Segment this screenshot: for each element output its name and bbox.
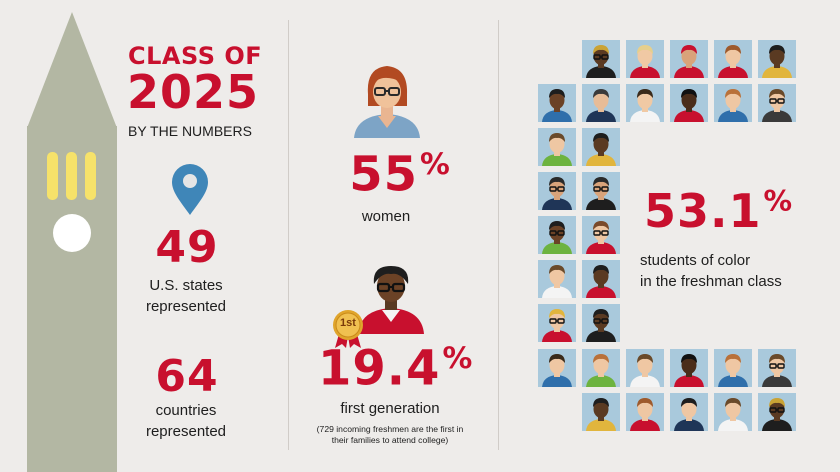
avatar-tile	[538, 349, 576, 387]
avatar-tile	[626, 40, 664, 78]
avatar-tile	[626, 393, 664, 431]
avatar-tile	[758, 84, 796, 122]
title-line-1: CLASS OF	[128, 42, 263, 70]
avatar-tile	[538, 128, 576, 166]
avatar-tile	[538, 84, 576, 122]
avatar-tile	[582, 128, 620, 166]
students-of-color-label: students of color in the freshman class	[640, 252, 782, 290]
avatar-tile	[758, 40, 796, 78]
states-value: 49	[155, 222, 219, 273]
avatar-tile	[758, 393, 796, 431]
avatar-tile	[582, 84, 620, 122]
avatar-tile	[582, 393, 620, 431]
avatar-tile	[582, 304, 620, 342]
bell-tower-illustration	[27, 12, 117, 472]
tower-window-2	[66, 152, 77, 200]
avatar-tile	[538, 216, 576, 254]
avatar-tile	[670, 40, 708, 78]
avatar-tile	[714, 84, 752, 122]
woman-icon	[354, 66, 420, 138]
avatar-tile	[670, 393, 708, 431]
avatar-tile	[582, 349, 620, 387]
badge-label: 1st	[340, 317, 356, 329]
avatar-tile	[714, 40, 752, 78]
women-label: women	[361, 208, 411, 225]
women-value: 55%	[349, 146, 451, 203]
first-gen-person-icon	[358, 266, 424, 334]
title-year: 2025	[127, 65, 260, 119]
firstgen-value: 19.4%	[318, 340, 474, 397]
tower-clock	[53, 214, 91, 252]
avatar-tile	[714, 393, 752, 431]
avatar-tile	[582, 260, 620, 298]
avatar-tile	[670, 349, 708, 387]
avatar-tile	[582, 172, 620, 210]
countries-value: 64	[155, 351, 219, 402]
tower-window-1	[47, 152, 58, 200]
countries-label: countries represented	[145, 402, 227, 440]
firstgen-label: first generation	[340, 400, 440, 417]
tower-window-3	[85, 152, 96, 200]
award-ribbon-icon: 1st	[330, 308, 366, 348]
avatar-tile	[758, 349, 796, 387]
avatar-tile	[538, 304, 576, 342]
avatar-tile	[670, 84, 708, 122]
firstgen-note: (729 incoming freshmen are the first in t…	[316, 424, 464, 445]
avatar-tile	[582, 216, 620, 254]
map-pin-icon	[172, 164, 208, 215]
divider-1	[288, 20, 289, 450]
avatar-tile	[538, 172, 576, 210]
title-subtitle: BY THE NUMBERS	[128, 123, 252, 139]
avatar-tile	[582, 40, 620, 78]
avatar-tile	[538, 260, 576, 298]
avatar-tile	[714, 349, 752, 387]
students-of-color-value: 53.1%	[644, 184, 794, 238]
avatar-tile	[626, 84, 664, 122]
tower-roof	[27, 12, 117, 128]
avatar-tile	[626, 349, 664, 387]
divider-2	[498, 20, 499, 450]
states-label: U.S. states represented	[145, 277, 227, 315]
